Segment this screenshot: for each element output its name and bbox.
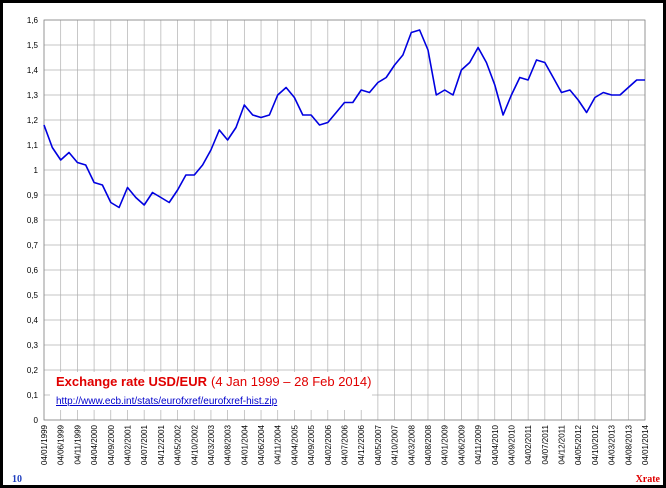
- x-tick-label: 04/03/2003: [207, 424, 216, 465]
- annotation: Exchange rate USD/EUR (4 Jan 1999 – 28 Fe…: [56, 374, 371, 389]
- y-tick-label: 0,5: [27, 291, 39, 300]
- plot-border: [43, 19, 646, 421]
- x-tick-label: 04/01/2004: [240, 424, 249, 465]
- x-tick-label: 04/06/2004: [257, 424, 266, 465]
- y-tick-label: 0,8: [27, 216, 39, 225]
- x-tick-label: 04/03/2013: [608, 424, 617, 465]
- x-tick-label: 04/09/2005: [307, 424, 316, 465]
- y-tick-label: 0,6: [27, 266, 39, 275]
- data-line: [43, 29, 645, 209]
- chart-subtitle: (4 Jan 1999 – 28 Feb 2014): [211, 374, 371, 389]
- x-tick-label: 04/07/2001: [140, 424, 149, 465]
- y-tick-label: 0,4: [27, 316, 39, 325]
- x-tick-label: 04/08/2008: [424, 424, 433, 465]
- x-tick-label: 04/06/1999: [57, 424, 66, 465]
- x-tick-label: 04/04/2000: [90, 424, 99, 465]
- x-tick-label: 04/11/2004: [274, 424, 283, 464]
- plot-area: 0 0,1 0,2 0,3 0,4 0,5 0,6 0,7 0,8 0,9 1 1,1 1,2 1,3 1,…: [27, 16, 650, 465]
- x-tick-label: 04/05/2012: [574, 424, 583, 465]
- y-tick-label: 1,5: [27, 41, 39, 50]
- x-tick-label: 04/02/2001: [123, 424, 132, 465]
- y-tick-label: 1: [34, 166, 39, 175]
- y-tick-label: 1,4: [27, 66, 39, 75]
- annotation-box: [50, 372, 372, 410]
- footer-label: Xrate: [636, 474, 661, 485]
- x-tick-label: 04/12/2011: [558, 424, 567, 464]
- x-tick-label: 04/09/2000: [107, 424, 116, 465]
- chart-title: Exchange rate USD/EUR: [56, 374, 208, 389]
- x-tick-label: 04/03/2008: [407, 424, 416, 465]
- y-tick-label: 0,1: [27, 391, 39, 400]
- x-tick-label: 04/07/2011: [541, 424, 550, 464]
- x-tick-label: 04/07/2006: [341, 424, 350, 465]
- y-tick-label: 0,3: [27, 341, 39, 350]
- x-tick-label: 04/04/2010: [491, 424, 500, 465]
- x-tick-label: 04/05/2002: [174, 424, 183, 465]
- source-link[interactable]: http://www.ecb.int/stats/eurofxref/eurof…: [56, 396, 278, 407]
- x-tick-label: 04/12/2001: [157, 424, 166, 465]
- y-tick-label: 0,9: [27, 191, 39, 200]
- x-tick-label: 04/08/2003: [224, 424, 233, 465]
- x-tick-label: 04/10/2007: [391, 424, 400, 465]
- y-tick-label: 1,1: [27, 141, 39, 150]
- x-tick-label: 04/04/2005: [290, 424, 299, 465]
- x-tick-label: 04/05/2007: [374, 424, 383, 465]
- x-tick-label: 04/11/2009: [474, 424, 483, 464]
- y-tick-label: 1,3: [27, 91, 39, 100]
- x-tick-label: 04/08/2013: [624, 424, 633, 465]
- x-tick-label: 04/11/1999: [73, 424, 82, 464]
- x-tick-label: 04/02/2011: [524, 424, 533, 464]
- y-tick-label: 1,6: [27, 16, 39, 25]
- x-tick-label: 04/02/2006: [324, 424, 333, 465]
- y-tick-label: 0,2: [27, 366, 39, 375]
- page-number: 10: [12, 474, 22, 485]
- y-tick-label: 0,7: [27, 241, 39, 250]
- x-tick-label: 04/01/2009: [441, 424, 450, 465]
- x-tick-label: 04/12/2006: [357, 424, 366, 465]
- x-tick-label: 04/10/2002: [190, 424, 199, 465]
- x-tick-label: 04/01/2014: [641, 424, 650, 465]
- x-tick-label: 04/10/2012: [591, 424, 600, 465]
- x-tick-label: 04/09/2010: [507, 424, 516, 465]
- y-tick-label: 0: [34, 416, 39, 425]
- y-tick-label: 1,2: [27, 116, 39, 125]
- x-tick-label: 04/01/1999: [40, 424, 49, 465]
- x-tick-label: 04/06/2009: [457, 424, 466, 465]
